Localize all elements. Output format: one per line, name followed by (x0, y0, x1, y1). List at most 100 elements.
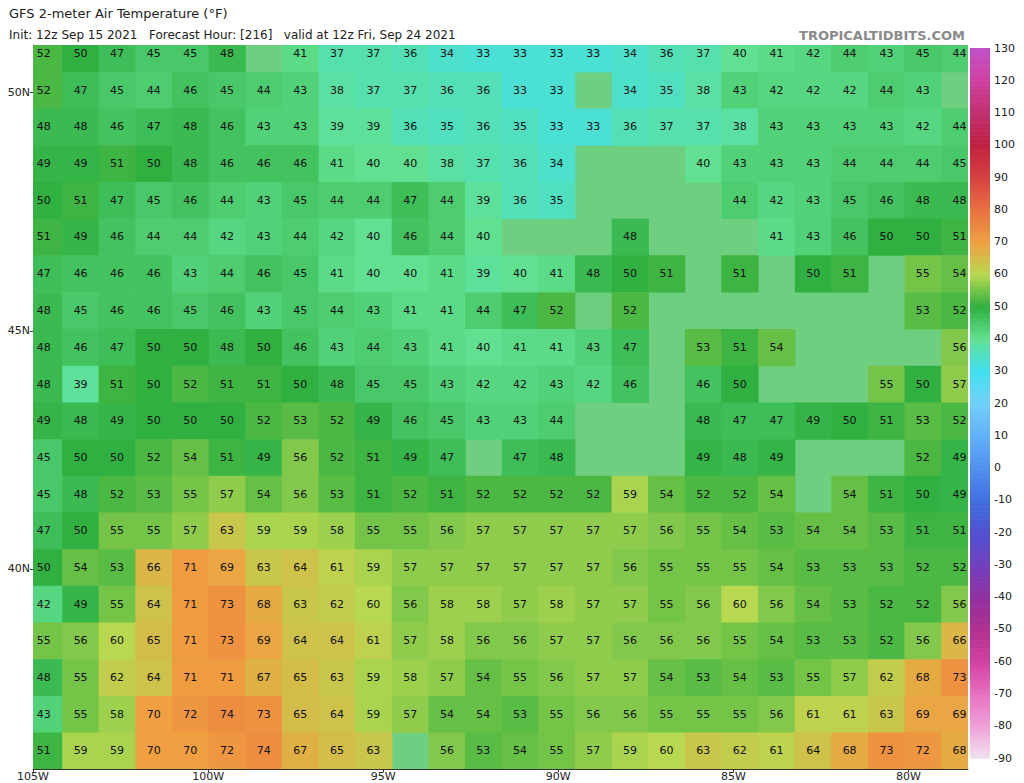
svg-text:69: 69 (953, 708, 967, 721)
svg-text:47: 47 (440, 451, 454, 464)
svg-text:48: 48 (74, 488, 88, 501)
svg-text:38: 38 (330, 84, 344, 97)
svg-text:54: 54 (769, 561, 783, 574)
svg-text:43: 43 (879, 47, 893, 60)
svg-text:60: 60 (366, 598, 380, 611)
svg-text:56: 56 (659, 524, 673, 537)
svg-text:55: 55 (74, 708, 88, 721)
svg-text:55: 55 (696, 524, 710, 537)
svg-text:GFS 2-meter Air Temperature (°: GFS 2-meter Air Temperature (°F) (9, 6, 228, 21)
svg-text:50: 50 (806, 267, 820, 280)
svg-text:42: 42 (916, 120, 930, 133)
svg-text:42: 42 (513, 378, 527, 391)
svg-text:41: 41 (330, 157, 344, 170)
svg-text:45: 45 (293, 304, 307, 317)
svg-text:50: 50 (74, 451, 88, 464)
svg-text:55: 55 (659, 561, 673, 574)
svg-text:36: 36 (513, 157, 527, 170)
svg-text:60: 60 (110, 634, 124, 647)
svg-text:56: 56 (74, 634, 88, 647)
svg-text:49: 49 (37, 157, 51, 170)
svg-text:49: 49 (74, 157, 88, 170)
svg-text:46: 46 (74, 341, 88, 354)
svg-text:43: 43 (440, 378, 454, 391)
svg-text:52: 52 (550, 304, 564, 317)
svg-text:42: 42 (769, 194, 783, 207)
svg-text:52: 52 (330, 414, 344, 427)
svg-text:46: 46 (696, 378, 710, 391)
svg-text:60: 60 (994, 267, 1008, 280)
svg-text:55: 55 (696, 708, 710, 721)
svg-text:44: 44 (257, 84, 271, 97)
svg-text:57: 57 (586, 561, 600, 574)
svg-text:55: 55 (916, 267, 930, 280)
svg-text:30: 30 (994, 364, 1008, 377)
svg-text:61: 61 (843, 708, 857, 721)
svg-text:40: 40 (366, 267, 380, 280)
svg-text:33: 33 (550, 120, 564, 133)
svg-text:58: 58 (550, 598, 564, 611)
svg-text:53: 53 (293, 414, 307, 427)
svg-text:45: 45 (403, 378, 417, 391)
svg-text:42: 42 (806, 84, 820, 97)
svg-text:70: 70 (147, 744, 161, 757)
svg-text:43: 43 (879, 120, 893, 133)
svg-text:58: 58 (110, 708, 124, 721)
svg-text:56: 56 (953, 598, 967, 611)
svg-text:36: 36 (623, 120, 637, 133)
svg-text:44: 44 (220, 267, 234, 280)
svg-text:42: 42 (843, 84, 857, 97)
svg-text:43: 43 (257, 230, 271, 243)
svg-text:52: 52 (147, 451, 161, 464)
svg-text:61: 61 (806, 708, 820, 721)
svg-text:70: 70 (994, 235, 1008, 248)
svg-text:52: 52 (476, 488, 490, 501)
svg-text:47: 47 (623, 341, 637, 354)
svg-text:44: 44 (183, 230, 197, 243)
svg-text:56: 56 (513, 634, 527, 647)
svg-text:54: 54 (476, 708, 490, 721)
svg-text:57: 57 (440, 561, 454, 574)
svg-text:50N: 50N (8, 86, 30, 99)
svg-text:54: 54 (806, 524, 820, 537)
svg-text:47: 47 (403, 194, 417, 207)
svg-text:57: 57 (953, 378, 967, 391)
svg-text:45: 45 (147, 47, 161, 60)
svg-text:46: 46 (403, 414, 417, 427)
svg-text:59: 59 (623, 488, 637, 501)
svg-text:43: 43 (550, 378, 564, 391)
svg-text:51: 51 (916, 524, 930, 537)
svg-text:40: 40 (994, 332, 1008, 345)
svg-text:54: 54 (183, 451, 197, 464)
svg-text:61: 61 (330, 561, 344, 574)
svg-text:38: 38 (440, 157, 454, 170)
svg-text:73: 73 (953, 671, 967, 684)
svg-text:130: 130 (994, 42, 1015, 55)
svg-text:46: 46 (183, 194, 197, 207)
svg-text:57: 57 (220, 488, 234, 501)
svg-text:48: 48 (37, 671, 51, 684)
svg-text:55: 55 (550, 744, 564, 757)
svg-text:64: 64 (293, 634, 307, 647)
svg-text:57: 57 (550, 561, 564, 574)
svg-text:56: 56 (440, 744, 454, 757)
svg-text:54: 54 (843, 488, 857, 501)
svg-text:10: 10 (994, 429, 1008, 442)
svg-text:43: 43 (293, 84, 307, 97)
svg-text:64: 64 (330, 708, 344, 721)
svg-text:37: 37 (696, 47, 710, 60)
svg-text:110: 110 (994, 106, 1015, 119)
svg-text:90W: 90W (546, 770, 571, 783)
svg-text:51: 51 (879, 488, 893, 501)
svg-text:45N: 45N (8, 324, 30, 337)
svg-text:68: 68 (257, 598, 271, 611)
svg-text:44: 44 (366, 194, 380, 207)
svg-text:44: 44 (293, 230, 307, 243)
svg-text:63: 63 (257, 561, 271, 574)
svg-text:42: 42 (476, 378, 490, 391)
svg-text:55: 55 (147, 524, 161, 537)
svg-text:48: 48 (330, 378, 344, 391)
svg-text:47: 47 (769, 414, 783, 427)
svg-text:51: 51 (440, 488, 454, 501)
svg-text:57: 57 (403, 561, 417, 574)
